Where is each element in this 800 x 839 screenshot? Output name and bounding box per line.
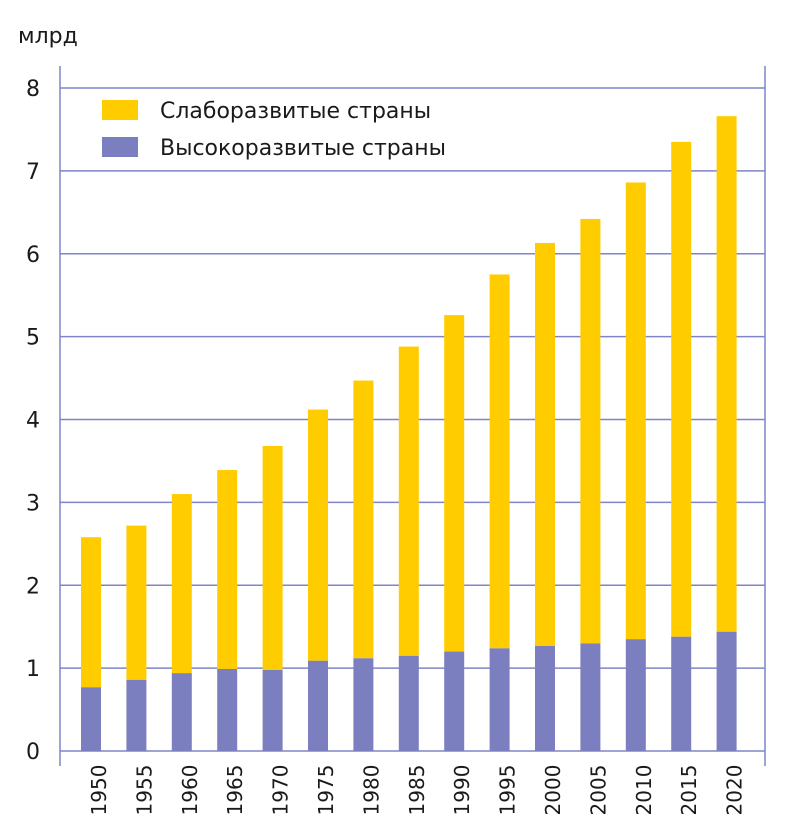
x-tick-label: 2010 (632, 765, 656, 816)
bar-developed-1995 (489, 648, 510, 751)
bar-developing-2020 (716, 116, 737, 632)
bar-developed-1955 (126, 679, 147, 751)
x-tick-label: 1975 (314, 765, 338, 816)
bar-developing-2015 (671, 141, 692, 637)
bar-developed-2010 (625, 639, 646, 751)
y-tick-label: 3 (26, 491, 40, 516)
y-tick-label: 1 (26, 657, 40, 682)
legend-swatch (102, 100, 138, 120)
bar-developing-1980 (353, 380, 374, 659)
bar-developing-2010 (625, 182, 646, 640)
bar-developing-1955 (126, 525, 147, 680)
y-tick-label: 5 (26, 326, 40, 351)
bar-developing-1960 (171, 494, 192, 674)
y-unit-label: млрд (18, 24, 78, 49)
bar-developed-1990 (444, 651, 465, 751)
legend-label: Высокоразвитые страны (160, 136, 446, 161)
x-tick-label: 2000 (541, 765, 565, 816)
legend: Слаборазвитые страны Высокоразвитые стран… (102, 99, 446, 161)
x-tick-label: 2005 (586, 765, 610, 816)
bar-developed-1975 (308, 660, 328, 751)
x-tick-label: 1990 (450, 765, 474, 816)
bar-developed-2020 (716, 631, 737, 751)
bar-developing-1990 (444, 315, 465, 652)
bar-developing-2005 (580, 218, 601, 644)
bar-developing-1950 (81, 537, 101, 688)
bar-developing-2000 (535, 242, 555, 646)
bar-developing-1975 (308, 409, 328, 661)
bar-developed-2005 (580, 643, 601, 751)
bar-developed-1950 (81, 687, 101, 751)
bar-developed-1965 (217, 668, 238, 751)
x-tick-label: 2020 (723, 765, 747, 816)
x-tick-label: 1965 (223, 765, 247, 816)
x-tick-label: 1980 (359, 765, 383, 816)
bar-developed-1960 (171, 673, 192, 751)
x-tick-label: 1955 (132, 765, 156, 816)
x-tick-label: 1985 (405, 765, 429, 816)
y-tick-label: 8 (26, 77, 40, 102)
y-tick-label: 6 (26, 243, 40, 268)
bar-developed-2015 (671, 636, 692, 751)
bar-developed-1985 (398, 655, 419, 751)
y-tick-label: 0 (26, 740, 40, 765)
bar-developed-2000 (535, 645, 555, 751)
x-tick-label: 1995 (496, 765, 520, 816)
bar-developed-1980 (353, 658, 374, 751)
x-axis-ticks: 1950 1955 1960 1965 1970 1975 1980 1985 1990 1995… (87, 765, 747, 816)
bar-developing-1995 (489, 274, 510, 649)
bar-developing-1970 (262, 446, 283, 670)
y-axis-ticks: 0 1 2 3 4 5 6 7 8 (26, 77, 40, 765)
x-tick-label: 1970 (269, 765, 293, 816)
x-tick-label: 1960 (178, 765, 202, 816)
y-tick-label: 4 (26, 409, 40, 434)
bar-developed-1970 (262, 669, 283, 751)
y-tick-label: 2 (26, 574, 40, 599)
bar-series (81, 116, 737, 751)
y-tick-label: 7 (26, 160, 40, 185)
x-tick-label: 1950 (87, 765, 111, 816)
legend-swatch (102, 137, 138, 157)
x-tick-label: 2015 (677, 765, 701, 816)
legend-label: Слаборазвитые страны (160, 99, 431, 124)
bar-developing-1985 (398, 346, 419, 656)
bar-developing-1965 (217, 470, 238, 669)
